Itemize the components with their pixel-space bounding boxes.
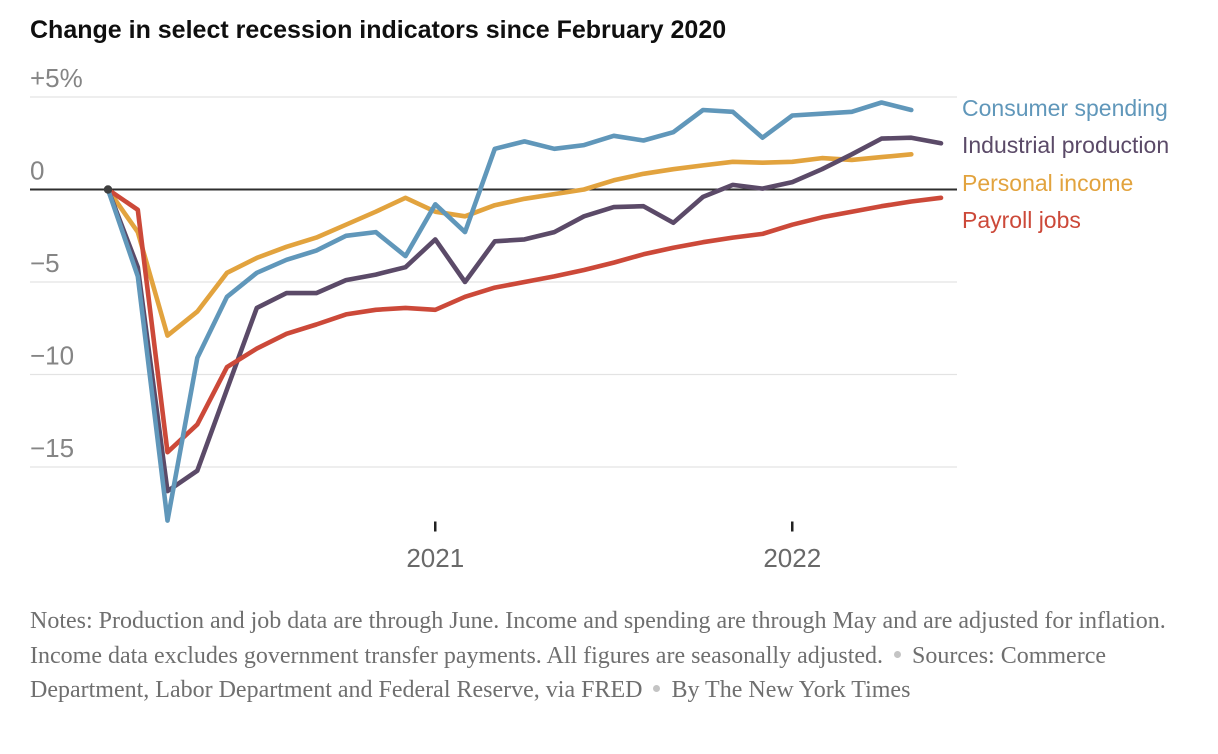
byline-text: By The New York Times [671, 677, 911, 704]
legend-payroll-jobs: Payroll jobs [962, 207, 1081, 234]
y-axis-label: −10 [30, 341, 74, 371]
y-axis-label: −5 [30, 248, 60, 278]
y-axis-label: 0 [30, 156, 44, 186]
legend-personal-income: Personal income [962, 169, 1134, 196]
line-personal-income [105, 152, 914, 338]
notes-text: Notes: Production and job data are throu… [30, 608, 1166, 669]
legend-consumer-spending: Consumer spending [962, 95, 1168, 121]
separator-dot-icon [894, 650, 902, 658]
line-payroll-jobs [105, 187, 944, 455]
y-axis-label: +5% [30, 63, 83, 93]
sources-text: Sources: Commerce Department, Labor Depa… [30, 642, 1106, 704]
x-axis-label: 2021 [406, 543, 464, 573]
y-axis-label: −15 [30, 433, 74, 463]
chart-legend: Consumer spending Industrial production … [962, 90, 1169, 240]
line-industrial-production [105, 135, 944, 494]
chart-title: Change in select recession indicators si… [30, 16, 727, 44]
chart-footnote: Notes: Production and job data are throu… [30, 604, 1182, 708]
line-consumer-spending [105, 100, 914, 523]
x-axis-label: 2022 [763, 543, 821, 573]
origin-point-marker [103, 185, 113, 194]
legend-industrial-production: Industrial production [962, 132, 1170, 159]
line-chart-canvas: +5% 0 −5 −10 −15 2021 2022 [30, 63, 957, 573]
separator-dot-icon [653, 685, 661, 693]
